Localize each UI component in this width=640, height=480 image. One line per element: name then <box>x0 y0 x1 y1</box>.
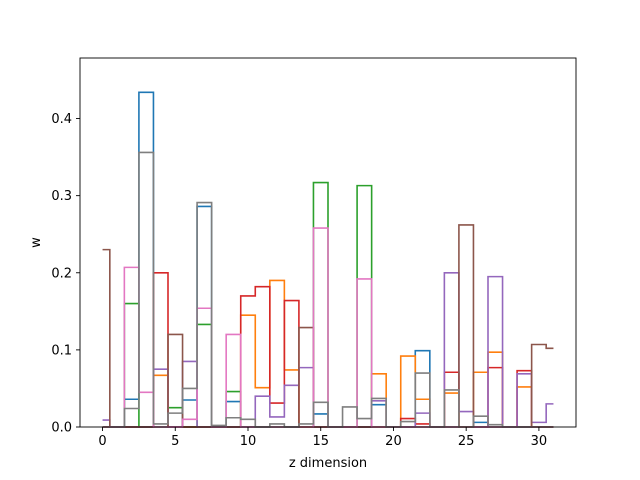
x-tick-label: 15 <box>312 434 329 449</box>
y-tick-label: 0.1 <box>51 343 72 358</box>
x-axis: 0 5 10 15 20 25 30 <box>98 427 547 449</box>
x-axis-label: z dimension <box>289 456 367 471</box>
x-tick-label: 25 <box>458 434 475 449</box>
plot-frame <box>79 57 577 428</box>
y-tick-label: 0.4 <box>51 112 72 127</box>
x-tick-label: 20 <box>385 434 402 449</box>
x-tick-label: 0 <box>98 434 106 449</box>
y-tick-label: 0.0 <box>51 421 72 436</box>
y-axis: 0.0 0.1 0.2 0.3 0.4 <box>51 112 80 436</box>
y-tick-label: 0.3 <box>51 189 72 204</box>
x-tick-label: 30 <box>531 434 548 449</box>
y-axis-label: w <box>29 237 44 248</box>
x-tick-label: 5 <box>171 434 179 449</box>
x-tick-label: 10 <box>240 434 257 449</box>
y-tick-label: 0.2 <box>51 266 72 281</box>
